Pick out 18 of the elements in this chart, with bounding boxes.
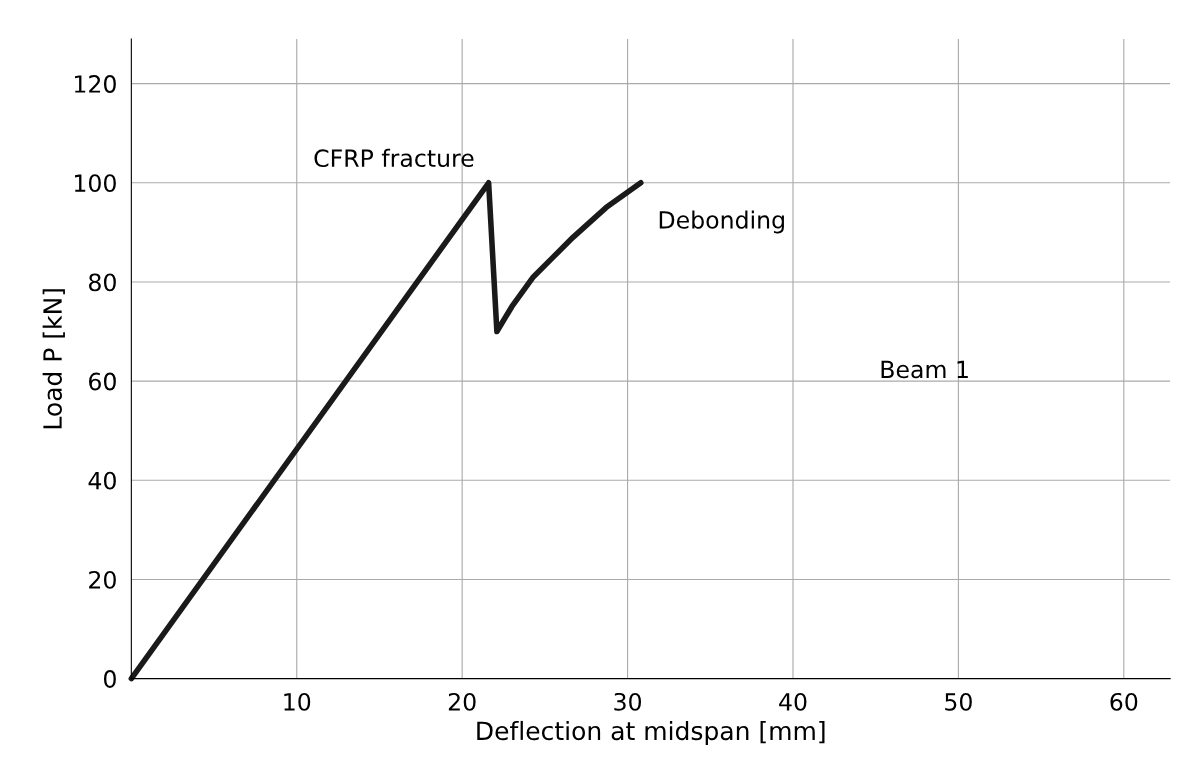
annotation: CFRP fracture [314,148,474,168]
x-tick-label: 40 [779,692,807,711]
y-tick-label: 60 [89,372,116,391]
y-axis-title: Load P [kN] [42,289,65,429]
x-tick-label: 30 [614,692,642,711]
x-tick-label: 10 [284,692,311,711]
y-tick-label: 40 [88,471,116,490]
y-tick-label: 20 [89,570,116,589]
annotation: Beam 1 [881,360,968,379]
y-tick-label: 0 [103,670,116,688]
y-tick-label: 100 [74,174,116,193]
y-tick-label: 120 [74,75,116,93]
y-tick-label: 80 [89,273,116,292]
annotation: Debonding [659,210,784,234]
x-tick-label: 60 [1110,692,1138,711]
x-tick-label: 20 [448,692,476,711]
x-axis-title: Deflection at midspan [mm] [477,720,825,746]
x-tick-label: 50 [945,692,972,711]
